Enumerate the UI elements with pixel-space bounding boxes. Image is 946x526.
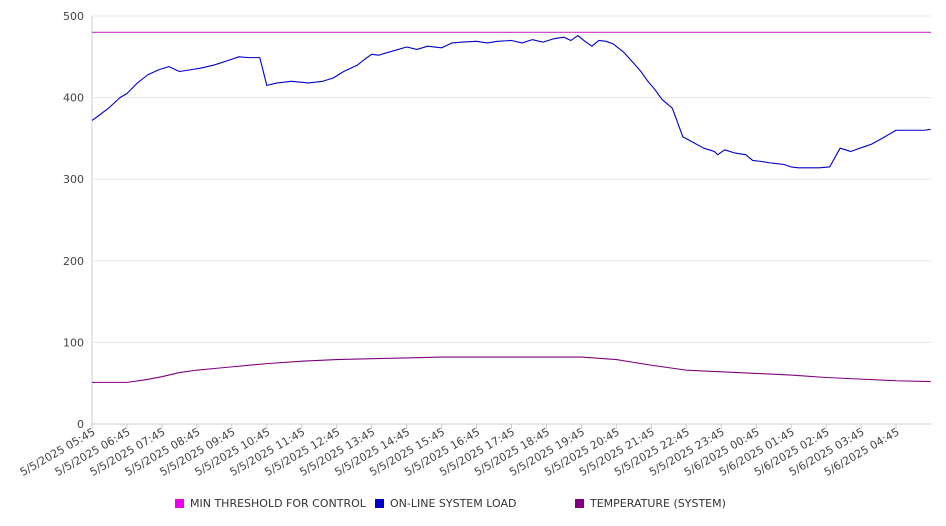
series-lines — [91, 31, 931, 383]
legend-label-temperature-system: TEMPERATURE (SYSTEM) — [590, 497, 726, 510]
y-tick-label: 300 — [63, 173, 84, 186]
grid-lines — [92, 15, 931, 343]
legend-swatch-online-system-load — [375, 499, 384, 508]
legend-item-online-system-load: ON-LINE SYSTEM LOAD — [375, 497, 516, 510]
legend-swatch-min-threshold — [175, 499, 184, 508]
legend-item-min-threshold: MIN THRESHOLD FOR CONTROL — [175, 497, 366, 510]
axes — [91, 16, 931, 429]
legend: MIN THRESHOLD FOR CONTROL ON-LINE SYSTEM… — [0, 497, 946, 515]
y-tick-label: 100 — [63, 336, 84, 349]
x-tick-labels: 5/5/2025 05:455/5/2025 06:455/5/2025 07:… — [18, 425, 902, 479]
legend-item-temperature-system: TEMPERATURE (SYSTEM) — [575, 497, 726, 510]
y-tick-label: 200 — [63, 255, 84, 268]
y-tick-labels: 0 100 200 300 400 500 — [63, 10, 84, 431]
legend-label-online-system-load: ON-LINE SYSTEM LOAD — [390, 497, 517, 510]
y-tick-label: 500 — [63, 10, 84, 23]
y-tick-label: 400 — [63, 92, 84, 105]
y-tick-label: 0 — [77, 418, 84, 431]
online-system-load-line — [91, 35, 931, 169]
legend-label-min-threshold: MIN THRESHOLD FOR CONTROL — [190, 497, 366, 510]
legend-swatch-temperature-system — [575, 499, 584, 508]
temperature-system-line — [92, 356, 931, 383]
